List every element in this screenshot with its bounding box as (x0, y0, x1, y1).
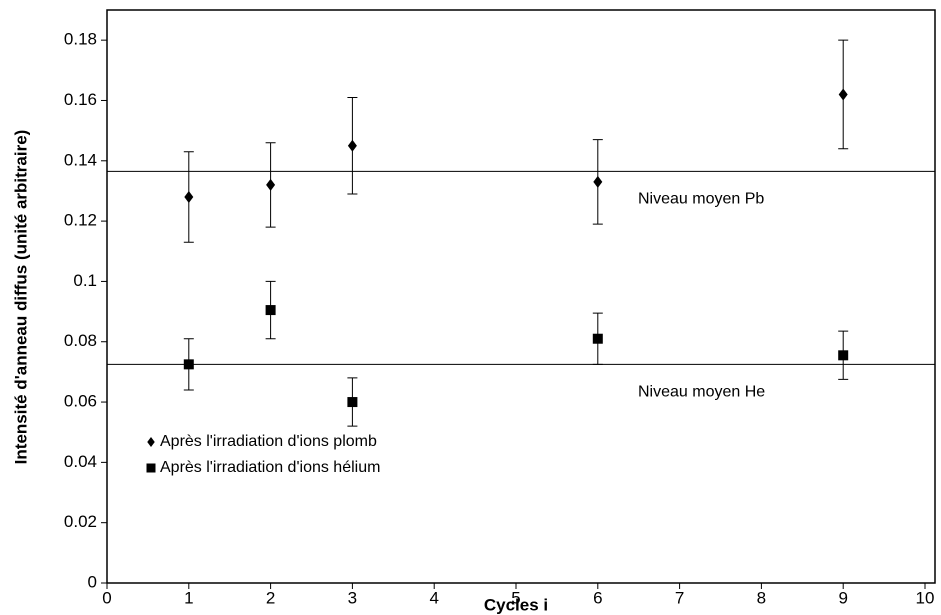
x-tick-label: 0 (102, 588, 111, 607)
x-tick-label: 3 (348, 588, 357, 607)
reference-label: Niveau moyen Pb (638, 191, 764, 208)
x-tick-label: 5 (511, 588, 520, 607)
y-tick-label: 0.14 (64, 150, 97, 169)
legend-label: Après l'irradiation d'ions hélium (160, 459, 380, 476)
point (838, 350, 849, 361)
x-tick-label: 10 (916, 588, 935, 607)
legend-label: Après l'irradiation d'ions plomb (160, 433, 377, 450)
x-tick-label: 2 (266, 588, 275, 607)
point (347, 139, 357, 152)
y-axis-title: Intensité d'anneau diffus (unité arbitra… (11, 130, 30, 465)
x-tick-label: 9 (838, 588, 847, 607)
point (592, 333, 603, 344)
point (184, 190, 194, 203)
point (347, 397, 358, 408)
x-axis-title: Cycles i (484, 595, 548, 614)
y-tick-label: 0.08 (64, 331, 97, 350)
x-tick-label: 1 (184, 588, 193, 607)
x-tick-label: 6 (593, 588, 602, 607)
legend-marker (147, 437, 155, 447)
y-tick-label: 0.18 (64, 30, 97, 49)
y-tick-label: 0 (88, 572, 97, 591)
point (183, 359, 194, 370)
y-tick-label: 0.06 (64, 392, 97, 411)
legend-marker (146, 463, 156, 473)
y-tick-label: 0.04 (64, 452, 97, 471)
y-tick-label: 0.12 (64, 211, 97, 230)
point (593, 175, 603, 188)
point (838, 88, 848, 101)
reference-label: Niveau moyen He (638, 384, 765, 401)
y-tick-label: 0.16 (64, 90, 97, 109)
point (265, 305, 276, 316)
x-tick-label: 4 (429, 588, 438, 607)
point (266, 178, 276, 191)
x-tick-label: 7 (675, 588, 684, 607)
plot-area (106, 9, 936, 584)
x-tick-label: 8 (757, 588, 766, 607)
y-tick-label: 0.02 (64, 512, 97, 531)
y-tick-label: 0.1 (73, 271, 97, 290)
